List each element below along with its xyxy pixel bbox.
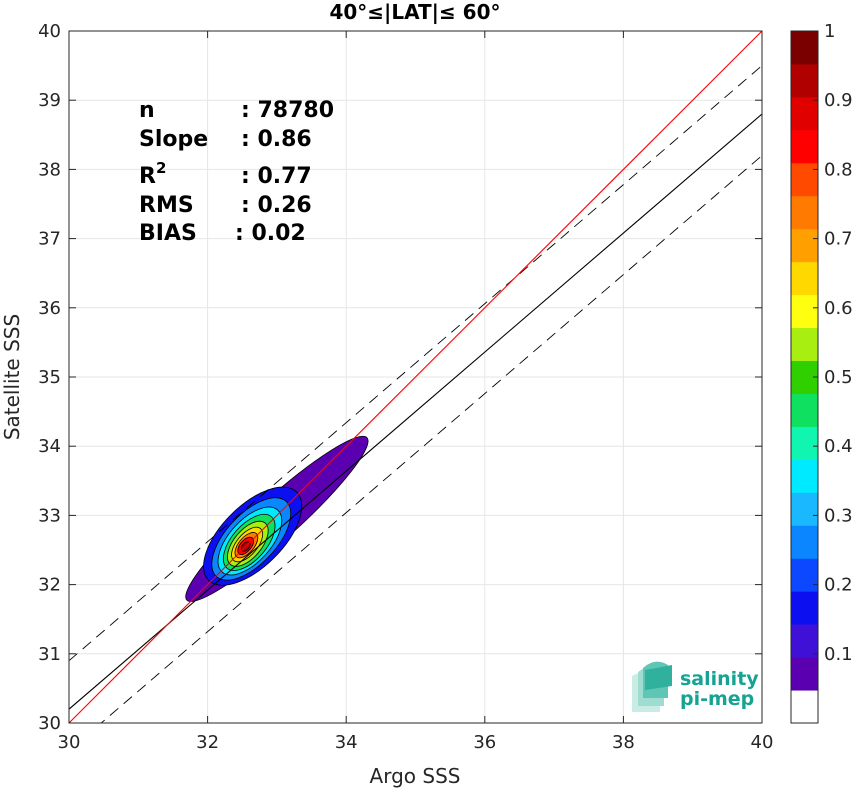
y-tick-label: 38	[38, 159, 61, 180]
colorbar-segment	[791, 162, 818, 197]
colorbar-segment	[791, 96, 818, 131]
stat-bias-value: : 0.02	[235, 221, 306, 246]
colorbar-segment	[791, 195, 818, 230]
y-tick-label: 30	[38, 713, 61, 734]
y-tick-label: 32	[38, 575, 61, 596]
colorbar-segment	[791, 426, 818, 460]
stat-r2-base: R	[139, 164, 156, 189]
colorbar-tick-label: 0.3	[824, 505, 853, 526]
colorbar-tick-label: 0.9	[824, 90, 853, 111]
x-tick-label: 34	[335, 732, 358, 753]
wave-logo-icon	[632, 661, 672, 712]
stat-n-label: n	[139, 98, 155, 123]
x-tick-label: 38	[612, 732, 635, 753]
identity-line	[69, 31, 762, 723]
x-tick-label: 32	[196, 732, 219, 753]
y-tick-label: 39	[38, 90, 61, 111]
y-tick-label: 33	[38, 505, 61, 526]
y-tick-label: 34	[38, 436, 61, 457]
stat-bias-label: BIAS	[139, 221, 197, 246]
logo-text-salinity: salinity	[680, 668, 759, 690]
colorbar-tick-label: 0.2	[824, 575, 853, 596]
x-tick-label: 40	[751, 732, 774, 753]
lower-dashed-line	[100, 155, 762, 723]
grid	[68, 30, 763, 724]
x-tick-label: 30	[58, 732, 81, 753]
colorbar-segment	[791, 657, 818, 691]
colorbar-segment	[791, 393, 818, 427]
colorbar-segment	[791, 525, 818, 559]
colorbar-tick-label: 1	[824, 21, 835, 42]
colorbar-tick-label: 0.8	[824, 159, 853, 180]
colorbar-segment	[791, 129, 818, 164]
salinity-pi-mep-logo: salinity pi-mep	[632, 661, 759, 712]
stat-rms-value: : 0.26	[241, 193, 312, 218]
colorbar-tick-label: 0.6	[824, 298, 853, 319]
stat-r2-value: : 0.77	[241, 164, 312, 189]
stat-rms-label: RMS	[139, 193, 194, 218]
y-tick-label: 40	[38, 21, 61, 42]
colorbar-segment	[791, 31, 818, 65]
stat-n-value: : 78780	[241, 98, 334, 123]
y-axis-label: Satellite SSS	[0, 314, 24, 440]
colorbar-segment	[791, 624, 818, 658]
colorbar-segment	[791, 294, 818, 329]
stat-slope-label: Slope	[139, 127, 208, 152]
colorbar-tick-label: 0.4	[824, 436, 853, 457]
colorbar-segment	[791, 492, 818, 526]
stat-r2-label: R2	[139, 159, 166, 189]
colorbar: 0.1 0.2 0.3 0.4 0.5 0.6 0.7 0.8 0.9 1	[790, 21, 853, 724]
x-axis-ticks: 30 32 34 36 38 40	[58, 31, 774, 753]
x-axis-label: Argo SSS	[370, 764, 461, 788]
y-tick-label: 31	[38, 644, 61, 665]
regression-line	[69, 113, 762, 710]
upper-dashed-line	[69, 65, 762, 662]
colorbar-segment	[791, 327, 818, 362]
colorbar-tick-label: 0.7	[824, 229, 853, 250]
y-tick-label: 36	[38, 298, 61, 319]
colorbar-segment	[791, 558, 818, 592]
colorbar-segment	[791, 591, 818, 625]
stats-box: n : 78780 Slope : 0.86 R2 : 0.77 RMS : 0…	[139, 98, 334, 246]
colorbar-tick-label: 0.1	[824, 644, 853, 665]
chart-title: 40°≤|LAT|≤ 60°	[329, 0, 500, 24]
y-axis-ticks: 30 31 32 33 34 35 36 37 38 39 40	[38, 21, 762, 734]
colorbar-segment	[791, 690, 818, 724]
colorbar-segment	[791, 228, 818, 263]
y-tick-label: 37	[38, 229, 61, 250]
colorbar-segment	[791, 261, 818, 296]
x-tick-label: 36	[473, 732, 496, 753]
colorbar-segment	[791, 459, 818, 493]
colorbar-tick-label: 0.5	[824, 367, 853, 388]
logo-text-pi-mep: pi-mep	[680, 688, 754, 710]
stat-r2-superscript: 2	[156, 159, 166, 177]
stat-slope-value: : 0.86	[241, 127, 312, 152]
reference-lines	[69, 31, 762, 723]
y-tick-label: 35	[38, 367, 61, 388]
colorbar-segment	[791, 63, 818, 98]
